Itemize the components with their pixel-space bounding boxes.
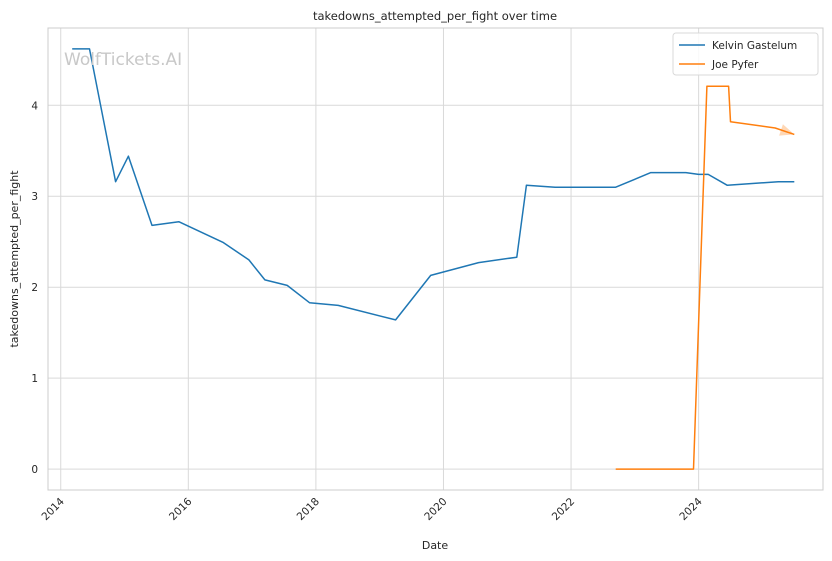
x-tick-label: 2016	[167, 495, 195, 523]
y-tick-label: 1	[31, 373, 38, 385]
chart-title: takedowns_attempted_per_fight over time	[313, 9, 557, 23]
series-lines	[72, 48, 795, 470]
plot-frame	[47, 27, 824, 491]
legend-entry-label: Joe Pyfer	[711, 59, 759, 71]
y-ticks: 0 1 2 3 4	[31, 100, 38, 476]
y-tick-label: 4	[31, 100, 38, 112]
x-tick-label: 2018	[295, 496, 322, 523]
legend-box	[672, 32, 819, 76]
y-tick-label: 3	[31, 191, 38, 203]
legend-entry-label: Kelvin Gastelum	[712, 40, 797, 52]
x-ticks: 2014 2016 2018 2020 2022 2024	[39, 495, 704, 523]
watermark-logo: WolfTickets.AI	[64, 50, 182, 70]
grid	[48, 28, 823, 490]
x-tick-label: 2024	[677, 495, 705, 523]
x-axis-label: Date	[422, 539, 449, 552]
trend-arrowhead	[779, 124, 795, 136]
y-tick-label: 0	[31, 464, 38, 476]
y-tick-label: 2	[31, 282, 38, 294]
series-line-0	[72, 48, 795, 321]
x-tick-label: 2014	[39, 495, 67, 523]
series-line-1	[615, 85, 795, 470]
legend: Kelvin Gastelum Joe Pyfer	[672, 32, 819, 76]
y-axis-label: takedowns_attempted_per_fight	[8, 170, 21, 348]
x-tick-label: 2022	[550, 496, 577, 523]
x-tick-label: 2020	[422, 496, 449, 523]
